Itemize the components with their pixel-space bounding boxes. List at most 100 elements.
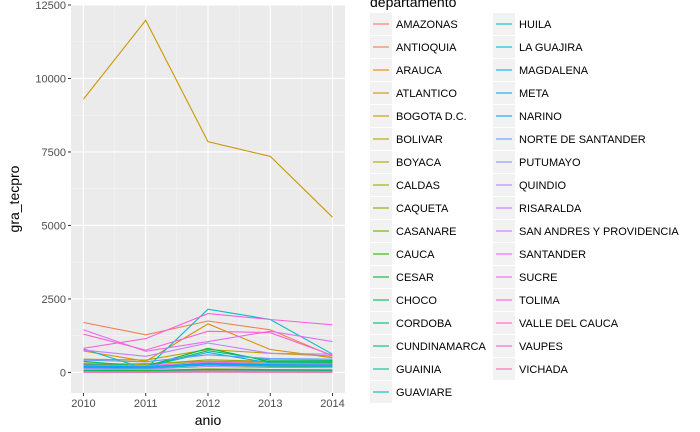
- legend-label: TOLIMA: [519, 295, 560, 307]
- legend-label: CAUCA: [396, 249, 435, 261]
- x-axis-title: anio: [195, 412, 222, 428]
- series-line: [83, 329, 333, 352]
- legend-label: CESAR: [396, 272, 434, 284]
- legend-label: SUCRE: [519, 272, 558, 284]
- legend-item: CORDOBA: [370, 312, 452, 334]
- legend-label: RISARALDA: [519, 203, 582, 215]
- legend-label: CORDOBA: [396, 318, 452, 330]
- series-line: [83, 348, 333, 361]
- legend-item: BOLIVAR: [370, 128, 443, 150]
- legend-label: HUILA: [519, 19, 552, 31]
- legend-item: ARAUCA: [370, 59, 443, 81]
- y-tick-label: 10000: [35, 73, 66, 85]
- legend-label: META: [519, 88, 549, 100]
- y-tick-label: 2500: [42, 294, 66, 306]
- series-line: [83, 308, 333, 370]
- y-tick-label: 5000: [42, 220, 66, 232]
- legend-item: ATLANTICO: [370, 82, 457, 104]
- legend-label: CAQUETA: [396, 203, 449, 215]
- legend-label: VICHADA: [519, 364, 569, 376]
- legend-label: ATLANTICO: [396, 88, 457, 100]
- legend-label: PUTUMAYO: [519, 157, 581, 169]
- legend-label: CASANARE: [396, 226, 457, 238]
- legend-item: NARINO: [493, 105, 562, 127]
- legend-item: CALDAS: [370, 174, 440, 196]
- series-line: [83, 368, 333, 372]
- legend-item: PUTUMAYO: [493, 151, 581, 173]
- series-line: [83, 342, 333, 357]
- legend-label: NARINO: [519, 111, 562, 123]
- series-line: [83, 361, 333, 367]
- legend-label: NORTE DE SANTANDER: [519, 134, 646, 146]
- legend-label: LA GUAJIRA: [519, 42, 583, 54]
- legend-item: CUNDINAMARCA: [370, 335, 487, 357]
- legend-item: VAUPES: [493, 335, 563, 357]
- legend-item: SANTANDER: [493, 243, 586, 265]
- x-tick-label: 2014: [320, 398, 344, 410]
- legend-item: MAGDALENA: [493, 59, 589, 81]
- legend-title: departamento: [370, 0, 457, 10]
- legend-item: CASANARE: [370, 220, 457, 242]
- legend-label: SANTANDER: [519, 249, 586, 261]
- legend-item: CESAR: [370, 266, 434, 288]
- series-line: [83, 320, 333, 357]
- y-tick-label: 0: [60, 367, 66, 379]
- legend-label: ARAUCA: [396, 65, 443, 77]
- legend-label: CALDAS: [396, 180, 440, 192]
- x-tick-label: 2010: [71, 398, 95, 410]
- legend-item: AMAZONAS: [370, 13, 458, 35]
- series-lines: [83, 19, 333, 373]
- legend-item: CHOCO: [370, 289, 437, 311]
- legend-item: RISARALDA: [493, 197, 582, 219]
- legend-label: QUINDIO: [519, 180, 567, 192]
- legend-label: BOGOTA D.C.: [396, 111, 467, 123]
- series-line: [83, 323, 333, 362]
- legend-item: SUCRE: [493, 266, 558, 288]
- legend-label: MAGDALENA: [519, 65, 589, 77]
- legend-label: ANTIOQUIA: [396, 42, 457, 54]
- series-line: [83, 354, 333, 363]
- legend: AMAZONAS ANTIOQUIA ARAUCA ATLANTICO BOGOTA D…: [370, 13, 679, 403]
- legend-item: BOGOTA D.C.: [370, 105, 467, 127]
- legend-item: NORTE DE SANTANDER: [493, 128, 646, 150]
- legend-item: VALLE DEL CAUCA: [493, 312, 619, 334]
- x-tick-label: 2011: [134, 398, 158, 410]
- legend-item: ANTIOQUIA: [370, 36, 457, 58]
- y-tick-label: 7500: [42, 147, 66, 159]
- legend-item: TOLIMA: [493, 289, 560, 311]
- series-line: [83, 363, 333, 368]
- x-tick-label: 2013: [258, 398, 282, 410]
- x-tick-label: 2012: [196, 398, 220, 410]
- legend-label: VAUPES: [519, 341, 563, 353]
- series-line: [83, 19, 333, 218]
- legend-item: CAQUETA: [370, 197, 449, 219]
- legend-label: BOYACA: [396, 157, 442, 169]
- legend-item: SAN ANDRES Y PROVIDENCIA: [493, 220, 679, 242]
- legend-label: SAN ANDRES Y PROVIDENCIA: [519, 226, 679, 238]
- legend-label: GUAINIA: [396, 364, 442, 376]
- legend-item: VICHADA: [493, 358, 569, 380]
- y-axis-title: gra_tecpro: [6, 165, 22, 232]
- series-line: [83, 330, 333, 356]
- series-line: [83, 364, 333, 370]
- x-axis: 2010 2011 2012 2013 2014: [71, 393, 345, 410]
- legend-label: GUAVIARE: [396, 387, 452, 399]
- legend-item: META: [493, 82, 549, 104]
- series-line: [83, 313, 333, 349]
- legend-item: GUAVIARE: [370, 381, 452, 403]
- y-axis: 0 2500 5000 7500 10000 12500: [35, 0, 71, 379]
- legend-label: BOLIVAR: [396, 134, 443, 146]
- legend-item: BOYACA: [370, 151, 442, 173]
- legend-label: VALLE DEL CAUCA: [519, 318, 619, 330]
- legend-item: GUAINIA: [370, 358, 442, 380]
- legend-label: CHOCO: [396, 295, 437, 307]
- y-tick-label: 12500: [35, 0, 66, 12]
- legend-item: HUILA: [493, 13, 552, 35]
- legend-item: QUINDIO: [493, 174, 567, 196]
- series-line: [83, 365, 333, 370]
- legend-label: AMAZONAS: [396, 19, 458, 31]
- legend-item: LA GUAJIRA: [493, 36, 583, 58]
- legend-item: CAUCA: [370, 243, 435, 265]
- legend-label: CUNDINAMARCA: [396, 341, 487, 353]
